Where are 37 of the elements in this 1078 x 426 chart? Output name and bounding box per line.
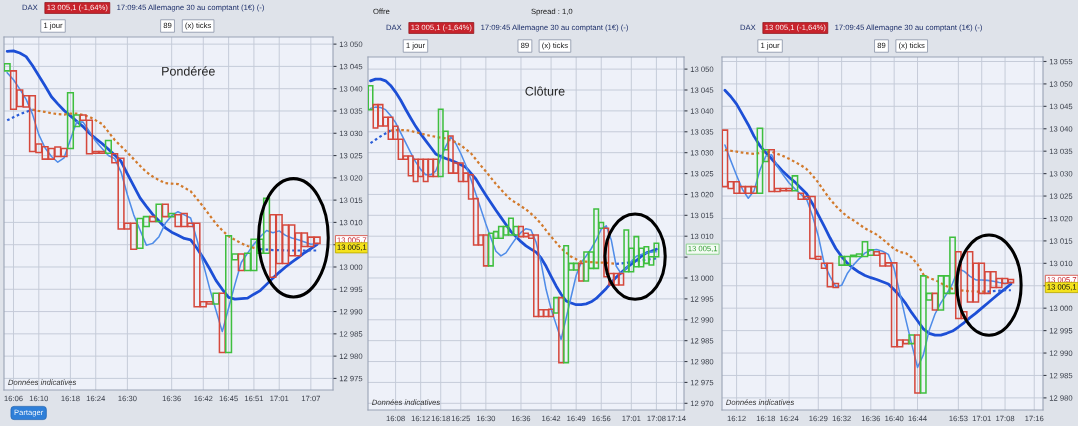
candlestick xyxy=(237,253,245,272)
candlestick xyxy=(937,275,945,311)
candlestick xyxy=(482,234,489,267)
candlestick xyxy=(447,135,454,174)
candlestick xyxy=(797,192,805,200)
candlestick xyxy=(212,292,220,305)
text: Clôture xyxy=(525,86,565,96)
candlestick xyxy=(914,334,921,394)
candlestick xyxy=(517,225,525,238)
line-series xyxy=(369,106,658,341)
candlestick xyxy=(377,103,384,127)
candlestick xyxy=(507,217,514,236)
candlestick xyxy=(432,158,439,178)
text: Pondérée xyxy=(162,66,215,76)
candlestick xyxy=(422,158,429,183)
candlestick xyxy=(497,225,504,240)
candlestick xyxy=(583,251,590,282)
candlestick xyxy=(487,232,494,267)
candlestick xyxy=(791,175,799,192)
candlestick xyxy=(368,85,374,111)
candlestick xyxy=(104,139,113,155)
candlestick xyxy=(603,227,610,278)
candlestick xyxy=(218,292,226,354)
line-series xyxy=(723,148,989,293)
candlestick xyxy=(722,129,729,188)
line-series xyxy=(724,144,1012,369)
candlestick xyxy=(563,245,570,364)
candlestick xyxy=(623,229,630,273)
candlestick xyxy=(155,203,163,223)
candlestick xyxy=(149,215,157,223)
candlestick xyxy=(161,203,169,218)
candlestick xyxy=(427,158,434,178)
candlestick xyxy=(412,158,419,183)
candlestick xyxy=(608,272,615,286)
candlestick xyxy=(4,62,11,72)
candlestick xyxy=(756,127,764,195)
candlestick xyxy=(908,334,916,345)
